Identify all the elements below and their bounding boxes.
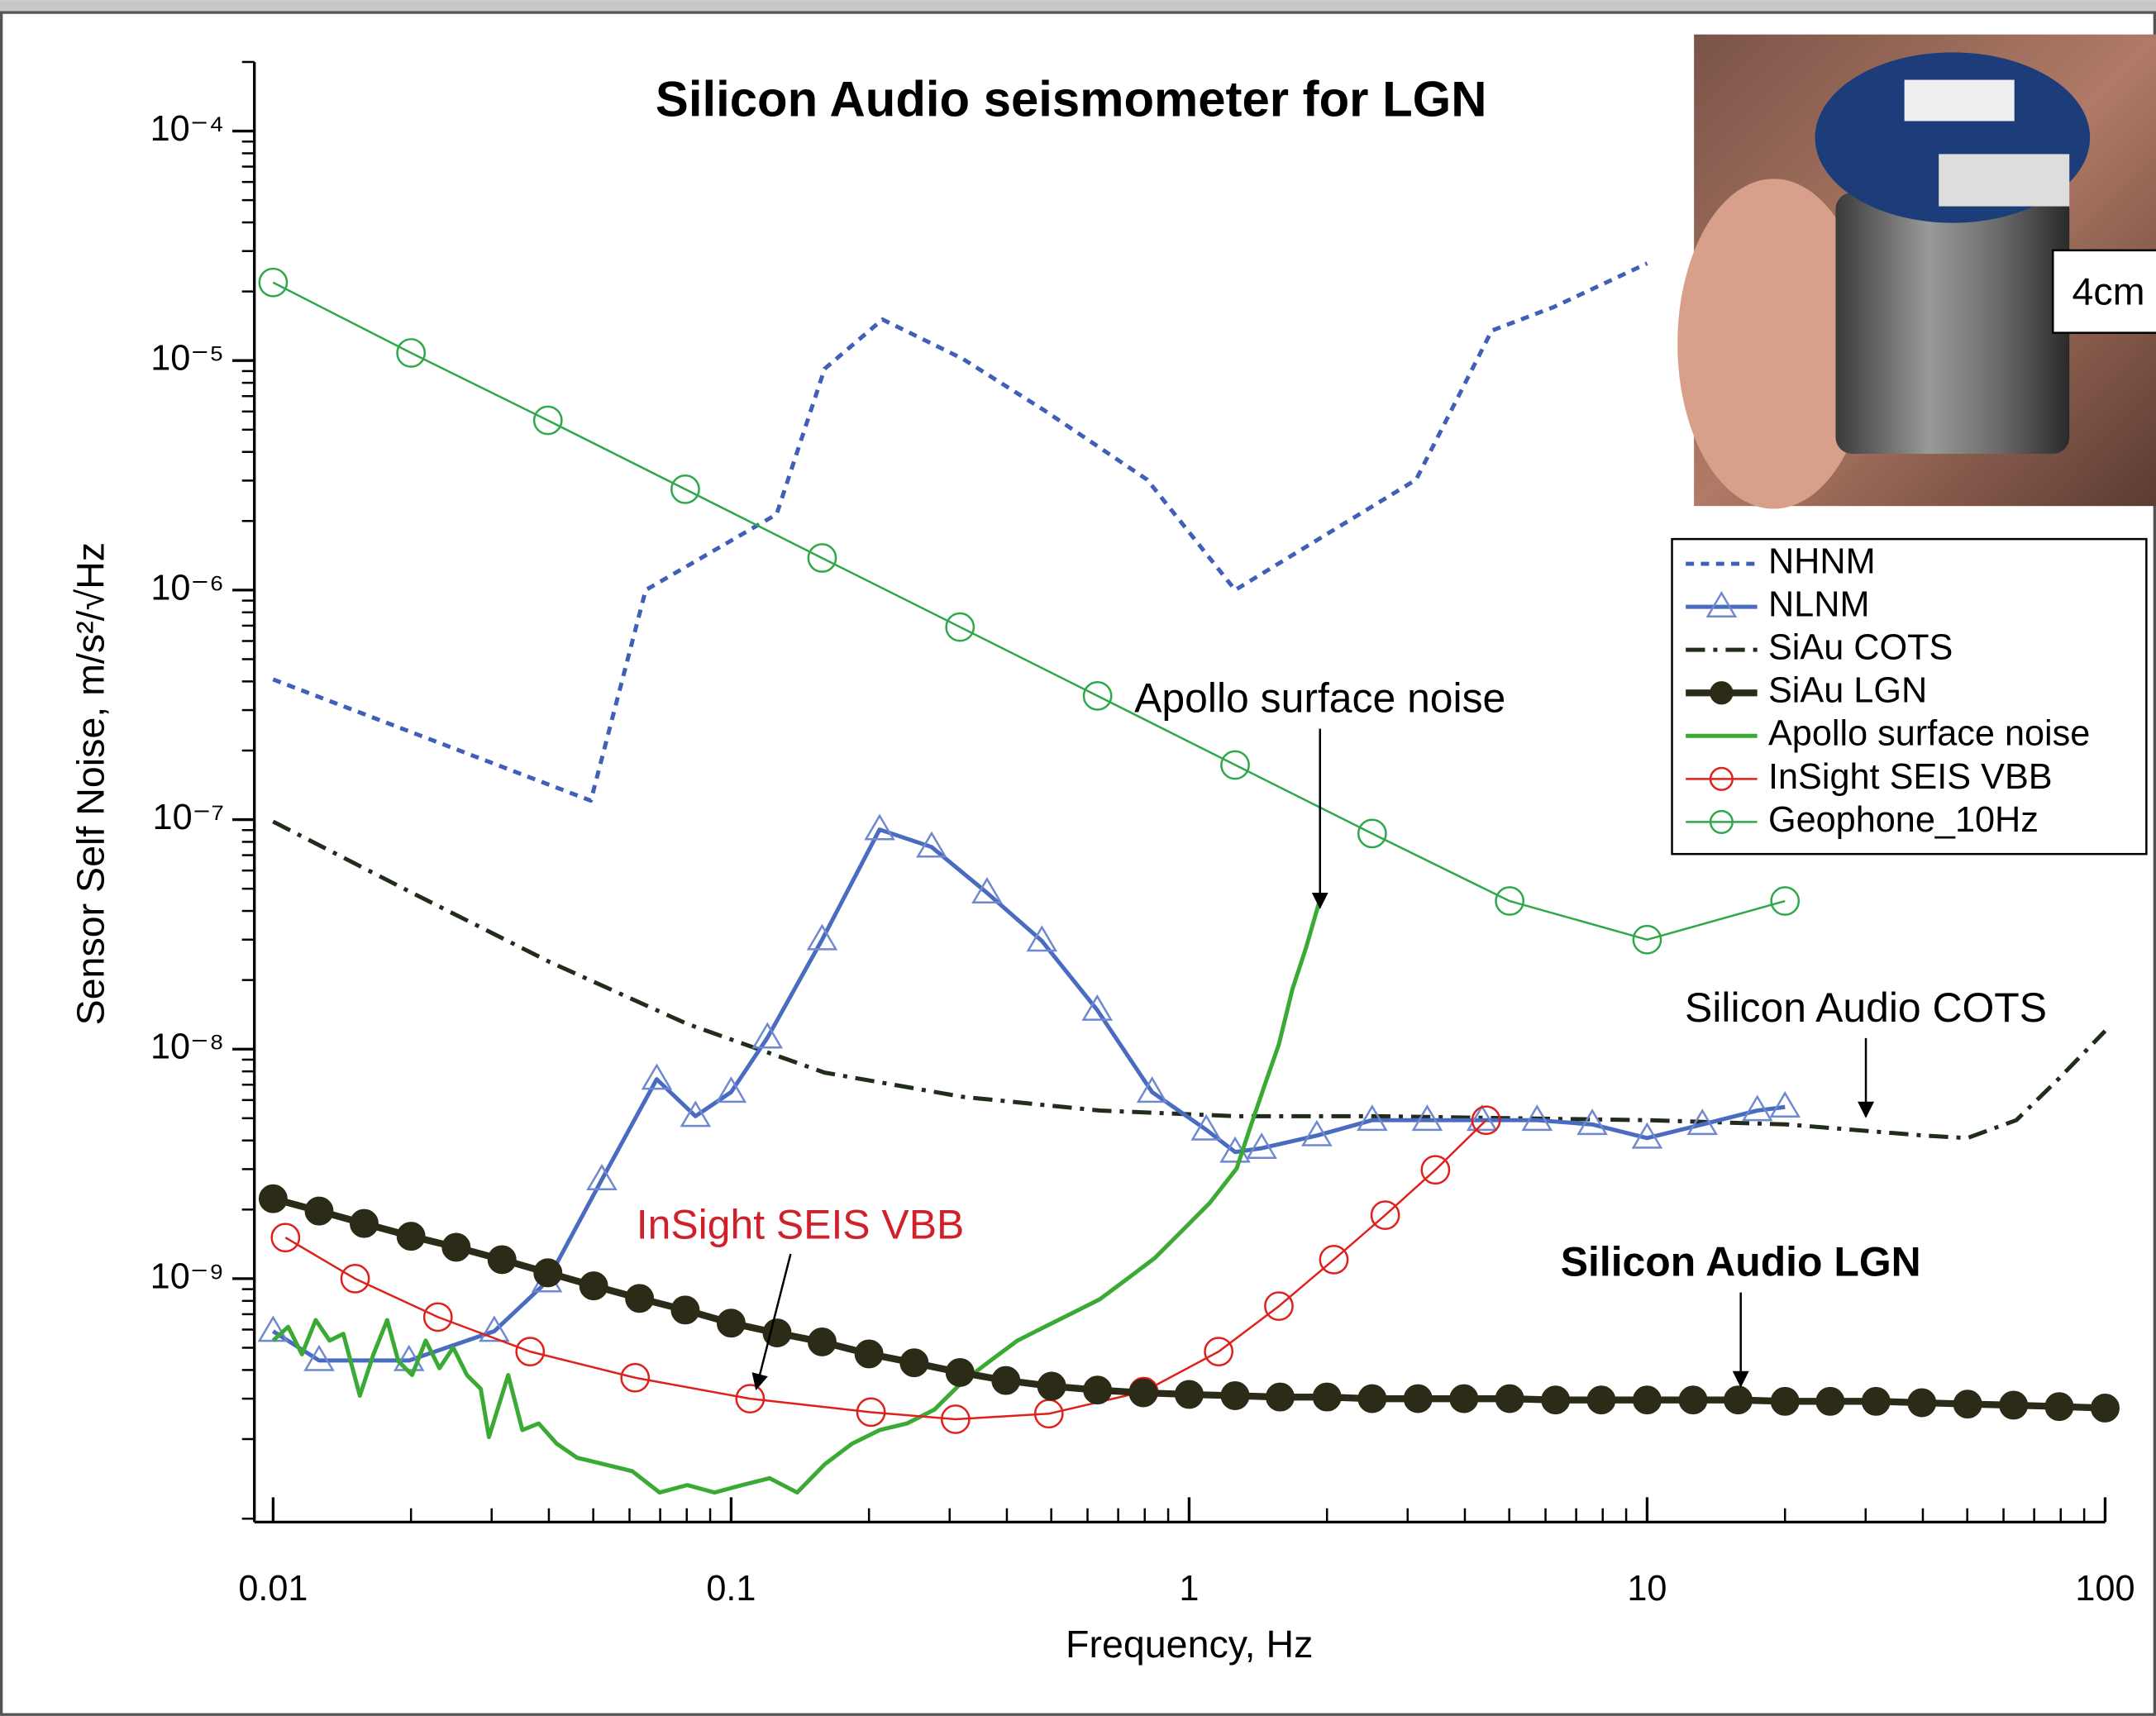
marker — [808, 1328, 836, 1356]
y-tick-label: 10⁻⁴ — [150, 109, 225, 149]
marker — [1450, 1385, 1477, 1412]
marker — [351, 1209, 378, 1237]
marker — [1176, 1380, 1203, 1408]
x-tick-label: 0.01 — [238, 1569, 308, 1609]
marker — [1129, 1379, 1157, 1406]
marker — [534, 1259, 561, 1286]
photo-label — [1939, 154, 2069, 206]
y-tick-label: 10⁻⁵ — [150, 339, 224, 379]
inset-photo: 4cm — [1677, 35, 2156, 509]
legend-label: InSight SEIS VBB — [1768, 757, 2053, 797]
window-border — [0, 0, 2156, 11]
annotation: Silicon Audio LGN — [1561, 1238, 1921, 1285]
marker — [442, 1233, 470, 1261]
marker — [1038, 1372, 1066, 1399]
marker — [580, 1272, 607, 1299]
annotation: InSight SEIS VBB — [637, 1202, 964, 1248]
legend-label: NHNM — [1768, 541, 1876, 581]
marker — [1084, 1376, 1111, 1404]
marker — [856, 1340, 883, 1367]
y-tick-label: 10⁻⁹ — [150, 1256, 224, 1296]
inset-label: 4cm — [2073, 269, 2145, 312]
marker — [1587, 1386, 1615, 1413]
x-tick-label: 0.1 — [706, 1569, 756, 1609]
marker — [1816, 1388, 1844, 1415]
y-tick-label: 10⁻⁸ — [150, 1027, 224, 1067]
x-tick-label: 1 — [1179, 1569, 1199, 1609]
marker — [1954, 1390, 1982, 1418]
x-tick-label: 100 — [2075, 1569, 2135, 1609]
marker — [626, 1285, 653, 1312]
marker — [1542, 1386, 1569, 1413]
marker — [1863, 1388, 1890, 1415]
legend: NHNMNLNMSiAu COTSSiAu LGNApollo surface … — [1672, 539, 2147, 854]
marker — [1710, 682, 1733, 704]
marker — [1634, 1386, 1661, 1413]
marker — [1724, 1386, 1752, 1413]
marker — [1358, 1385, 1386, 1412]
marker — [718, 1309, 745, 1337]
marker — [305, 1197, 332, 1224]
marker — [1772, 1388, 1799, 1415]
marker — [260, 1185, 287, 1213]
annotation: Apollo surface noise — [1134, 675, 1505, 722]
marker — [2045, 1393, 2073, 1420]
legend-label: Geophone_10Hz — [1768, 800, 2039, 840]
marker — [992, 1366, 1019, 1394]
y-tick-label: 10⁻⁷ — [153, 798, 225, 837]
marker — [1405, 1385, 1432, 1412]
annotation: Silicon Audio COTS — [1685, 984, 2047, 1031]
x-axis-title: Frequency, Hz — [1066, 1623, 1313, 1666]
y-tick-label: 10⁻⁶ — [150, 568, 224, 608]
chart-title: Silicon Audio seismometer for LGN — [656, 72, 1487, 127]
y-axis-title: Sensor Self Noise, m/s²/√Hz — [69, 542, 112, 1025]
marker — [489, 1246, 516, 1273]
marker — [947, 1359, 974, 1386]
x-tick-label: 10 — [1627, 1569, 1667, 1609]
marker — [1679, 1386, 1706, 1413]
marker — [2092, 1394, 2119, 1422]
marker — [1496, 1385, 1524, 1412]
marker — [1266, 1383, 1294, 1410]
marker — [398, 1223, 425, 1250]
photo-cylinder — [1835, 193, 2069, 454]
legend-label: SiAu COTS — [1768, 628, 1953, 668]
page: {"chart_data": { "type": "line", "title"… — [0, 0, 2156, 1716]
marker — [671, 1296, 699, 1323]
legend-label: NLNM — [1768, 585, 1870, 625]
chart: Silicon Audio seismometer for LGN Freque… — [0, 0, 2156, 1716]
marker — [1314, 1383, 1341, 1410]
legend-label: SiAu LGN — [1768, 671, 1927, 711]
legend-label: Apollo surface noise — [1768, 714, 2090, 754]
photo-connector — [1905, 80, 2015, 122]
marker — [2000, 1391, 2027, 1418]
marker — [900, 1349, 928, 1376]
marker — [1908, 1389, 1935, 1416]
marker — [1221, 1382, 1248, 1409]
